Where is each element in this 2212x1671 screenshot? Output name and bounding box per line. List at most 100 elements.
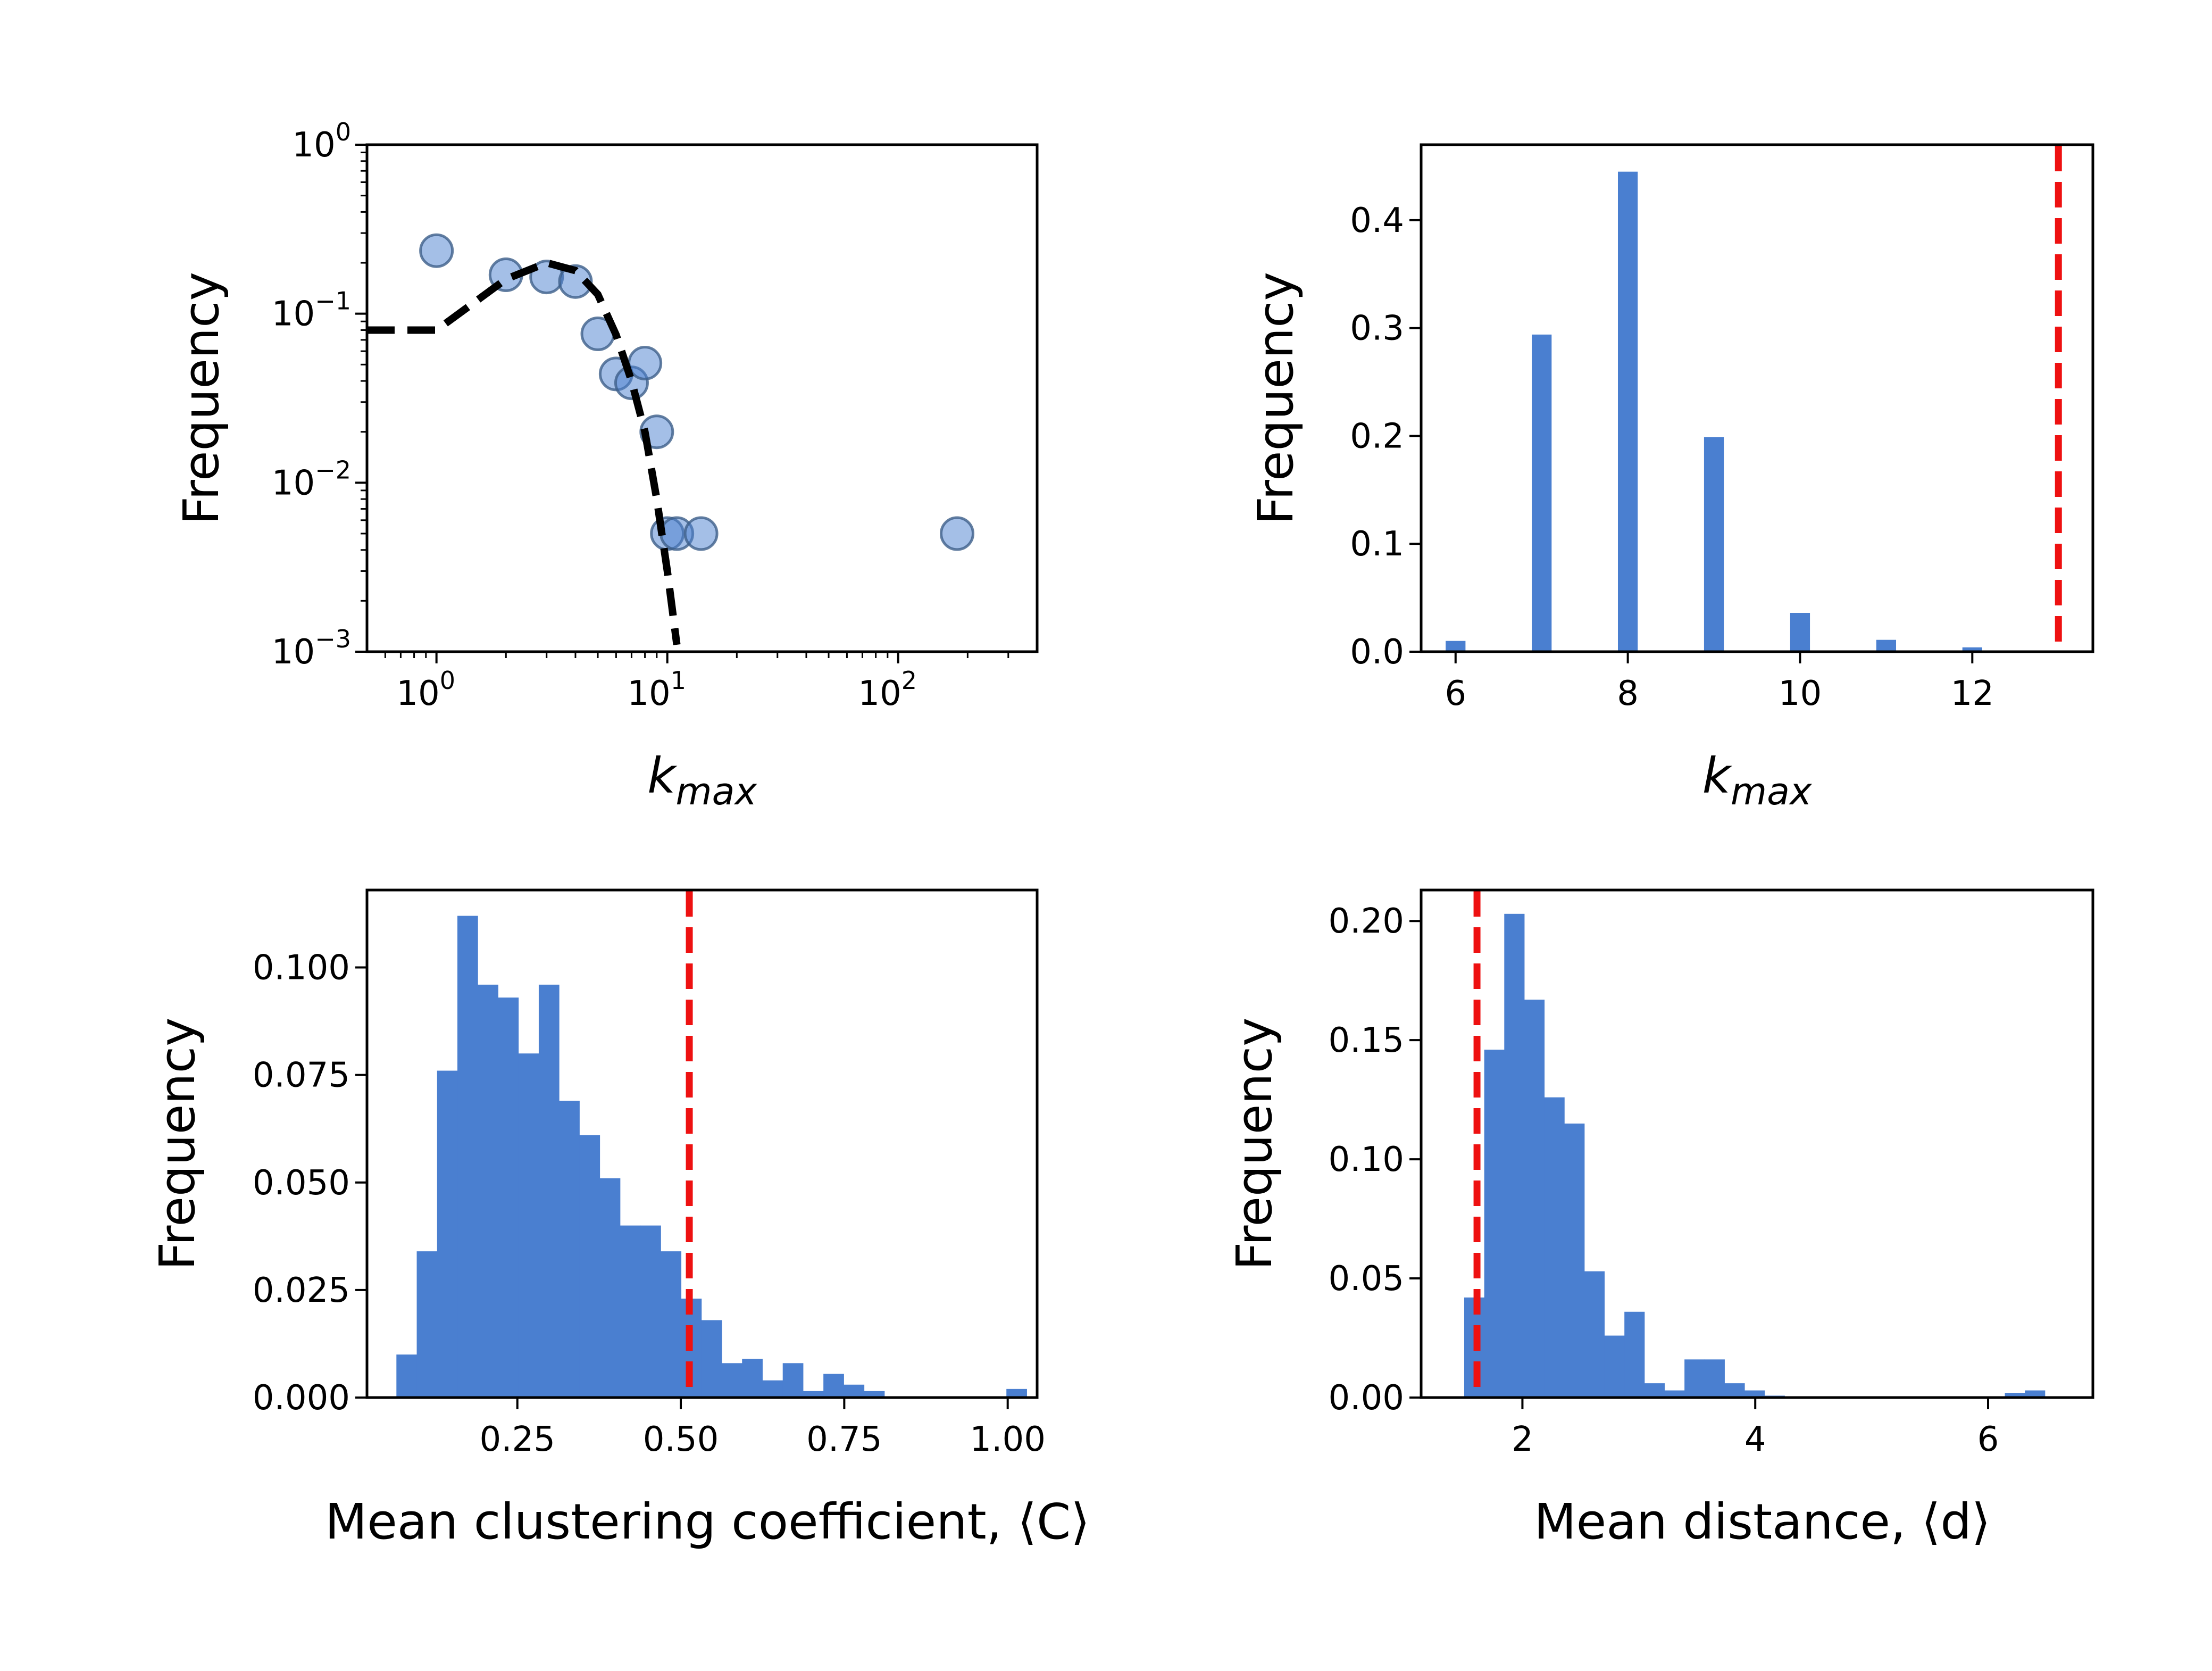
histogram-bar bbox=[742, 1359, 763, 1398]
x-tick-label: 0.50 bbox=[643, 1420, 719, 1459]
histogram-bar bbox=[1446, 641, 1466, 652]
histogram-bar bbox=[1704, 437, 1724, 652]
y-axis-label: Frequency bbox=[1247, 272, 1304, 525]
histogram-bar bbox=[1790, 613, 1810, 652]
y-tick-label: 0.3 bbox=[1350, 309, 1404, 348]
histogram-bar bbox=[579, 1135, 600, 1398]
y-tick-label: 0.100 bbox=[253, 949, 350, 988]
x-tick-label: 12 bbox=[1951, 674, 1994, 713]
x-tick-label: 6 bbox=[1445, 674, 1466, 713]
histogram-bar bbox=[782, 1363, 804, 1398]
histogram-bar bbox=[396, 1354, 418, 1398]
histogram-bar bbox=[1664, 1390, 1685, 1398]
y-tick-label: 0.00 bbox=[1329, 1378, 1405, 1418]
scatter-point bbox=[419, 233, 454, 268]
x-axis-label: Mean clustering coefficient, ⟨C⟩ bbox=[325, 1493, 1090, 1550]
x-axis-label-base: k bbox=[1702, 747, 1733, 804]
histogram-bar bbox=[1704, 1359, 1725, 1398]
histogram-bar bbox=[538, 984, 560, 1398]
x-tick-label: 4 bbox=[1744, 1420, 1766, 1459]
histogram-bar bbox=[1624, 1311, 1645, 1398]
histogram-bar bbox=[844, 1384, 865, 1398]
y-tick-label: 10−2 bbox=[272, 455, 351, 503]
histogram-bar bbox=[803, 1391, 824, 1398]
y-tick-label: 10−3 bbox=[272, 625, 351, 672]
scatter-point bbox=[683, 516, 719, 551]
x-axis-label: Mean distance, ⟨d⟩ bbox=[1534, 1493, 1990, 1550]
histogram-bar bbox=[1564, 1123, 1585, 1398]
histogram-bar bbox=[478, 984, 498, 1398]
histogram-bar bbox=[518, 1053, 539, 1398]
y-axis-label: Frequency bbox=[173, 272, 230, 525]
x-axis-label: kmax bbox=[647, 747, 757, 813]
y-axis-label: Frequency bbox=[149, 1017, 206, 1270]
histogram-bar bbox=[2025, 1390, 2046, 1398]
histogram-bar bbox=[1644, 1383, 1665, 1398]
histogram-bar bbox=[620, 1225, 641, 1398]
y-tick-label: 0.050 bbox=[253, 1163, 350, 1203]
histogram-bar bbox=[437, 1070, 458, 1398]
histogram-bar bbox=[599, 1178, 621, 1398]
scatter-point bbox=[939, 516, 974, 551]
axes-frame bbox=[365, 143, 1039, 653]
y-tick-label: 0.20 bbox=[1329, 902, 1405, 941]
panel-kmax-histogram: 6 8 10 12 0.0 0.1 0.2 0.3 0.4 Frequency kmax bbox=[1247, 143, 2094, 813]
histogram-bar bbox=[1962, 647, 1982, 652]
x-tick-label: 0.25 bbox=[479, 1420, 555, 1459]
scatter-point bbox=[628, 346, 663, 381]
histogram-bar bbox=[1504, 913, 1525, 1398]
y-tick-label: 100 bbox=[292, 118, 351, 165]
x-tick-label: 102 bbox=[858, 666, 917, 713]
panel-distance-histogram: 2 4 6 0.00 0.05 0.10 0.15 0.20 Frequency Mean dis… bbox=[1226, 888, 2094, 1550]
histogram-bar bbox=[457, 916, 478, 1398]
histogram-bar bbox=[559, 1101, 580, 1398]
axes-frame bbox=[1420, 888, 2094, 1399]
y-tick-label: 0.0 bbox=[1350, 633, 1404, 672]
histogram-bar bbox=[498, 997, 519, 1398]
histogram-bar bbox=[762, 1380, 783, 1398]
histogram-bar bbox=[823, 1374, 844, 1398]
x-axis-label: kmax bbox=[1702, 747, 1812, 813]
x-tick-label: 100 bbox=[396, 666, 455, 713]
y-tick-label: 0.10 bbox=[1329, 1140, 1405, 1179]
y-tick-label: 0.075 bbox=[253, 1056, 350, 1095]
y-tick-label: 0.1 bbox=[1350, 525, 1404, 564]
histogram-bar bbox=[864, 1391, 885, 1398]
y-tick-label: 0.15 bbox=[1329, 1021, 1405, 1060]
histogram-bar bbox=[1484, 1050, 1505, 1398]
y-tick-label: 0.4 bbox=[1350, 201, 1404, 240]
y-tick-label: 10−1 bbox=[272, 287, 351, 334]
x-tick-label: 6 bbox=[1977, 1420, 1999, 1459]
x-axis-label-base: k bbox=[647, 747, 678, 804]
histogram-bar bbox=[701, 1320, 722, 1398]
panel-clustering-histogram: 0.25 0.50 0.75 1.00 0.000 0.025 0.050 0.075 0.10… bbox=[149, 888, 1090, 1550]
scatter-point bbox=[558, 264, 593, 299]
panel-kmax-loglog: 100 101 102 100 10−1 10−2 10−3 Frequency kmax bbox=[173, 118, 1039, 813]
x-tick-label: 1.00 bbox=[970, 1420, 1046, 1459]
x-axis-label-subscript: max bbox=[675, 770, 757, 813]
y-tick-label: 0.025 bbox=[253, 1271, 350, 1310]
x-tick-label: 0.75 bbox=[806, 1420, 882, 1459]
x-tick-label: 101 bbox=[627, 666, 686, 713]
histogram-bar bbox=[1604, 1335, 1625, 1398]
histogram-bar bbox=[1617, 171, 1638, 652]
histogram-bar bbox=[1684, 1359, 1705, 1398]
x-axis-label-subscript: max bbox=[1731, 770, 1812, 813]
histogram-bar bbox=[1744, 1390, 1765, 1398]
y-tick-label: 0.05 bbox=[1329, 1259, 1405, 1299]
y-tick-label: 0.2 bbox=[1350, 417, 1404, 456]
axes-frame bbox=[1420, 143, 2094, 653]
x-tick-label: 10 bbox=[1779, 674, 1822, 713]
x-tick-label: 2 bbox=[1512, 1420, 1533, 1459]
histogram-bar bbox=[1544, 1097, 1565, 1398]
histogram-bar bbox=[1524, 1000, 1545, 1398]
x-tick-label: 8 bbox=[1617, 674, 1639, 713]
histogram-bar bbox=[722, 1363, 742, 1398]
histogram-bar bbox=[1584, 1271, 1605, 1398]
histogram-bar bbox=[1532, 334, 1552, 652]
histogram-bar bbox=[1006, 1389, 1027, 1398]
histogram-bar bbox=[661, 1251, 682, 1398]
histogram-bar bbox=[1724, 1383, 1745, 1398]
axes-frame bbox=[365, 888, 1039, 1399]
